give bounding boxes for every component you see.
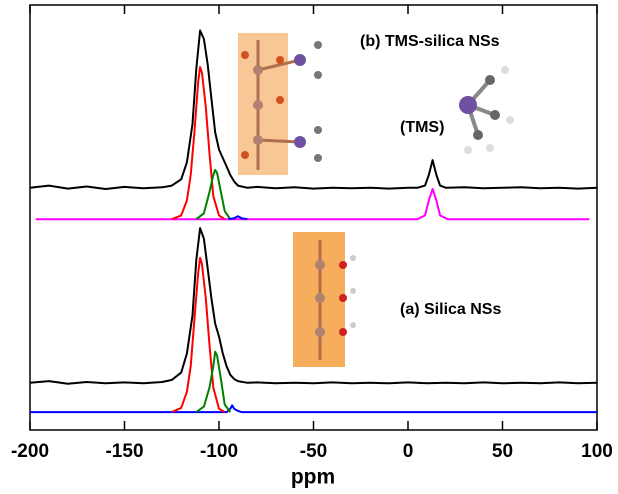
- spectrum-line: [30, 31, 597, 190]
- x-axis-label: ppm: [291, 466, 335, 489]
- x-tick-label: -200: [11, 441, 49, 462]
- annotation: (b) TMS-silica NSs: [360, 33, 500, 50]
- spectrum-line: [36, 189, 590, 219]
- x-tick-label: -50: [300, 441, 327, 462]
- x-tick-label: -150: [105, 441, 143, 462]
- molecule-tms: [459, 66, 514, 154]
- molecule-bottom: [293, 232, 356, 367]
- annotation: (TMS): [400, 119, 444, 136]
- chart: ppm -200 -150 -100 -50 0 50 100 (b) TMS-silica …: [0, 0, 618, 494]
- x-tick-label: 0: [403, 441, 414, 462]
- x-tick-label: 100: [581, 441, 613, 462]
- spectrum-line: [30, 405, 597, 412]
- molecule-top: [238, 33, 322, 175]
- x-tick-label: 50: [492, 441, 513, 462]
- spectrum-line: [172, 258, 225, 412]
- x-tick-label: -100: [200, 441, 238, 462]
- annotation: (a) Silica NSs: [400, 301, 501, 318]
